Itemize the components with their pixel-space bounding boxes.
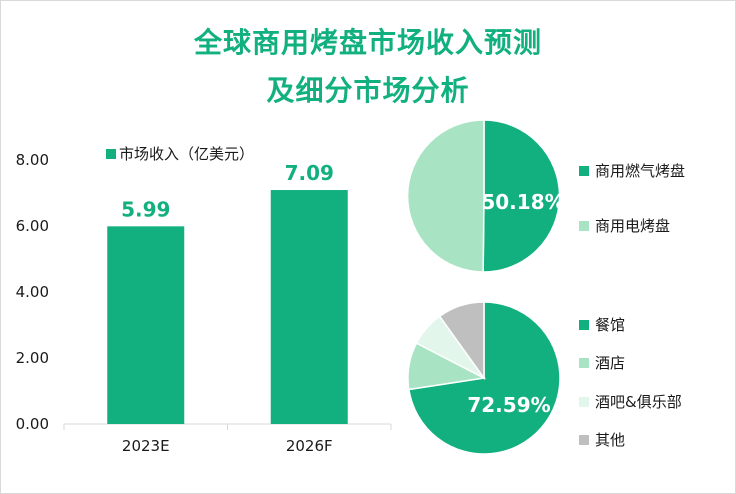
bar-legend-swatch [106, 149, 116, 159]
pie2-legend-label-restaurant: 餐馆 [595, 316, 625, 334]
pie1-legend-swatch-electric [579, 221, 589, 231]
y-tick-label: 8.00 [16, 151, 49, 169]
y-tick-label: 2.00 [16, 349, 49, 367]
bar-legend-label: 市场收入（亿美元） [119, 145, 254, 163]
bar-data-label: 7.09 [285, 161, 334, 185]
pie-data-label: 50.18% [481, 190, 564, 214]
pie2-legend-swatch-restaurant [579, 320, 589, 330]
bar-data-label: 5.99 [121, 197, 170, 221]
y-tick-label: 4.00 [16, 283, 49, 301]
pie2-legend-label-other: 其他 [595, 431, 625, 449]
pie1-legend-label-electric: 商用电烤盘 [595, 217, 670, 235]
x-category-label: 2023E [122, 437, 170, 455]
x-category-label: 2026F [286, 437, 333, 455]
pie2-legend-swatch-bar [579, 397, 589, 407]
pie2-legend-label-hotel: 酒店 [595, 354, 625, 372]
y-tick-label: 6.00 [16, 217, 49, 235]
pie2-legend-swatch-hotel [579, 358, 589, 368]
pie-slice [482, 119, 561, 273]
chart-title-line2: 及细分市场分析 [266, 74, 470, 107]
pie-slice [438, 301, 485, 381]
bar [270, 190, 348, 424]
pie2-legend-label-bar: 酒吧&俱乐部 [595, 393, 682, 411]
pie-data-label: 72.59% [467, 393, 550, 417]
pie1-legend-swatch-gas [579, 166, 589, 176]
bar [107, 226, 185, 424]
pie-slice [406, 119, 485, 273]
pie1-legend-label-gas: 商用燃气烤盘 [595, 162, 685, 180]
pie2-legend-swatch-other [579, 435, 589, 445]
chart-title-line1: 全球商用烤盘市场收入预测 [193, 26, 542, 59]
y-tick-label: 0.00 [16, 415, 49, 433]
